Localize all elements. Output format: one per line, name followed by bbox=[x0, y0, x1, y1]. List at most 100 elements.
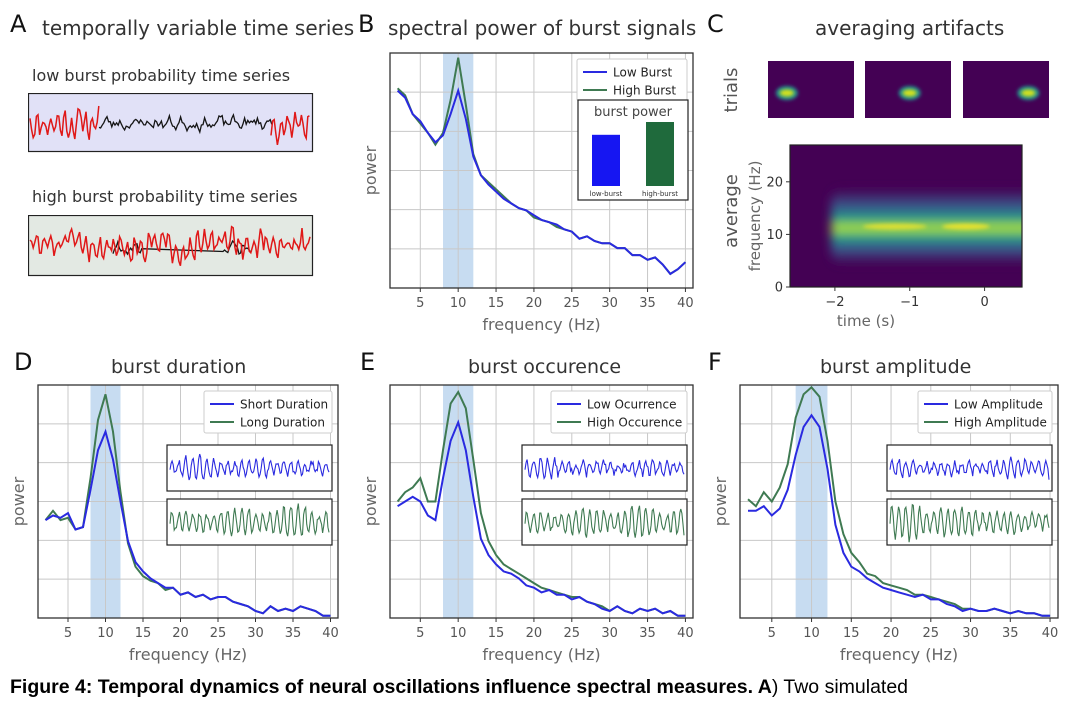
x-tick-label: 10 bbox=[803, 626, 820, 641]
x-tick-label: 25 bbox=[923, 626, 940, 641]
x-axis-label: frequency (Hz) bbox=[129, 645, 247, 664]
legend-box bbox=[917, 390, 1053, 434]
trial-burst-core bbox=[1021, 89, 1036, 97]
y-axis-label: power bbox=[361, 145, 380, 195]
trial-burst-core bbox=[779, 89, 794, 97]
inset-short-duration-trace bbox=[169, 453, 330, 481]
x-tick-label: 10 bbox=[97, 626, 114, 641]
x-tick-label: 35 bbox=[1002, 626, 1019, 641]
y-tick-label: 20 bbox=[766, 175, 783, 190]
low-burst-timeseries bbox=[28, 93, 314, 153]
panel-d-title: burst duration bbox=[111, 356, 247, 378]
high-burst-ts-title: high burst probability time series bbox=[32, 187, 298, 206]
legend-label: High Burst bbox=[613, 84, 676, 98]
heatmap-hotspot bbox=[862, 223, 927, 230]
x-axis-label: time (s) bbox=[837, 312, 895, 330]
series-line-low-burst bbox=[396, 87, 687, 276]
chart-f: 5 10 15 20 25 30 35 40 frequency (Hz) power Low Am… bbox=[711, 384, 1059, 664]
legend-label: High Amplitude bbox=[954, 416, 1047, 430]
y-tick-label: 0 bbox=[775, 281, 783, 296]
x-tick-label: 5 bbox=[416, 296, 424, 311]
inset-low-ocurrence-trace bbox=[524, 457, 685, 481]
panel-e-label: E bbox=[360, 348, 376, 376]
inset-burst-power-title: burst power bbox=[594, 105, 673, 120]
legend-label: Long Duration bbox=[240, 416, 325, 430]
inset-long-duration-box bbox=[166, 498, 333, 546]
x-tick-label: 30 bbox=[601, 626, 618, 641]
x-tick-label: −1 bbox=[900, 295, 919, 310]
plot-frame bbox=[739, 384, 1059, 619]
x-tick-label: 15 bbox=[488, 626, 505, 641]
x-tick-label: 30 bbox=[601, 296, 618, 311]
x-tick-label: 25 bbox=[210, 626, 227, 641]
y-axis-label: frequency (Hz) bbox=[746, 161, 764, 272]
panel-a-title: temporally variable time series bbox=[42, 16, 355, 40]
inset-bar-label: high-burst bbox=[642, 190, 678, 198]
plot-frame bbox=[37, 384, 339, 619]
heatmap-content bbox=[831, 189, 1022, 264]
x-tick-label: 10 bbox=[450, 296, 467, 311]
chart-b: 5 10 15 20 25 30 35 40 frequency (Hz) power Low Bu… bbox=[361, 52, 694, 334]
x-tick-label: 15 bbox=[488, 296, 505, 311]
x-tick-label: 20 bbox=[883, 626, 900, 641]
inset-bar-high-burst bbox=[646, 122, 674, 186]
panel-e-title: burst occurence bbox=[468, 356, 622, 378]
x-tick-label: 40 bbox=[677, 296, 694, 311]
y-axis-label: power bbox=[361, 476, 380, 526]
inset-high-occurence-trace bbox=[524, 505, 685, 538]
chart-e: 5 10 15 20 25 30 35 40 frequency (Hz) power Low Oc… bbox=[361, 384, 694, 664]
y-tick-label: 10 bbox=[766, 228, 783, 243]
x-tick-label: 25 bbox=[564, 296, 581, 311]
x-tick-label: 5 bbox=[64, 626, 72, 641]
series-line-short-duration bbox=[44, 428, 331, 617]
heatmap-frame bbox=[789, 144, 1023, 288]
panel-c-label: C bbox=[707, 10, 724, 38]
inset-low-ocurrence-box bbox=[521, 444, 688, 492]
legend-box bbox=[550, 390, 688, 434]
trials-label: trials bbox=[721, 68, 742, 113]
x-tick-label: 40 bbox=[1042, 626, 1059, 641]
heatmap-hotspot bbox=[941, 223, 990, 230]
low-burst-ts-burst-1 bbox=[29, 105, 100, 140]
panel-b-label: B bbox=[358, 10, 375, 38]
x-tick-label: 0 bbox=[980, 295, 988, 310]
x-tick-label: 15 bbox=[135, 626, 152, 641]
inset-high-amplitude-trace bbox=[889, 503, 1050, 543]
panel-f-label: F bbox=[708, 348, 722, 376]
low-burst-ts-trace-black bbox=[98, 112, 273, 135]
caption-bold: Figure 4: Temporal dynamics of neural os… bbox=[10, 676, 772, 698]
x-tick-label: 35 bbox=[639, 296, 656, 311]
caption-rest: ) Two simulated bbox=[771, 676, 909, 698]
high-burst-ts-burst bbox=[29, 225, 311, 267]
plot-frame bbox=[389, 52, 694, 289]
x-tick-label: 5 bbox=[416, 626, 424, 641]
legend-label: Low Burst bbox=[613, 66, 672, 80]
panel-d-label: D bbox=[14, 348, 33, 376]
panel-c-title: averaging artifacts bbox=[815, 16, 1005, 40]
x-tick-label: 35 bbox=[639, 626, 656, 641]
legend-box bbox=[203, 390, 333, 434]
x-tick-label: 20 bbox=[526, 296, 543, 311]
x-axis-label: frequency (Hz) bbox=[482, 645, 600, 664]
panel-a-label: A bbox=[10, 10, 27, 38]
low-burst-ts-burst-2 bbox=[270, 111, 310, 146]
series-line-low-ocurrence bbox=[397, 419, 686, 617]
y-axis-label: power bbox=[9, 476, 28, 526]
x-tick-label: 30 bbox=[247, 626, 264, 641]
x-tick-label: −2 bbox=[825, 295, 844, 310]
x-tick-label: 40 bbox=[677, 626, 694, 641]
inset-low-amplitude-trace bbox=[889, 456, 1050, 480]
trial-burst-core bbox=[902, 89, 917, 97]
x-tick-label: 30 bbox=[962, 626, 979, 641]
series-line-low-amplitude bbox=[748, 413, 1051, 617]
chart-d: 5 10 15 20 25 30 35 40 frequency (Hz) power Short … bbox=[9, 384, 339, 664]
inset-bar-low-burst bbox=[592, 134, 620, 186]
average-label: average bbox=[721, 174, 742, 248]
x-axis-label: frequency (Hz) bbox=[840, 645, 958, 664]
legend-label: Short Duration bbox=[240, 398, 328, 412]
inset-short-duration-box bbox=[166, 444, 333, 492]
x-tick-label: 35 bbox=[285, 626, 302, 641]
high-burst-timeseries bbox=[28, 215, 314, 277]
low-burst-ts-title: low burst probability time series bbox=[32, 66, 291, 85]
panel-b-title: spectral power of burst signals bbox=[388, 16, 697, 40]
